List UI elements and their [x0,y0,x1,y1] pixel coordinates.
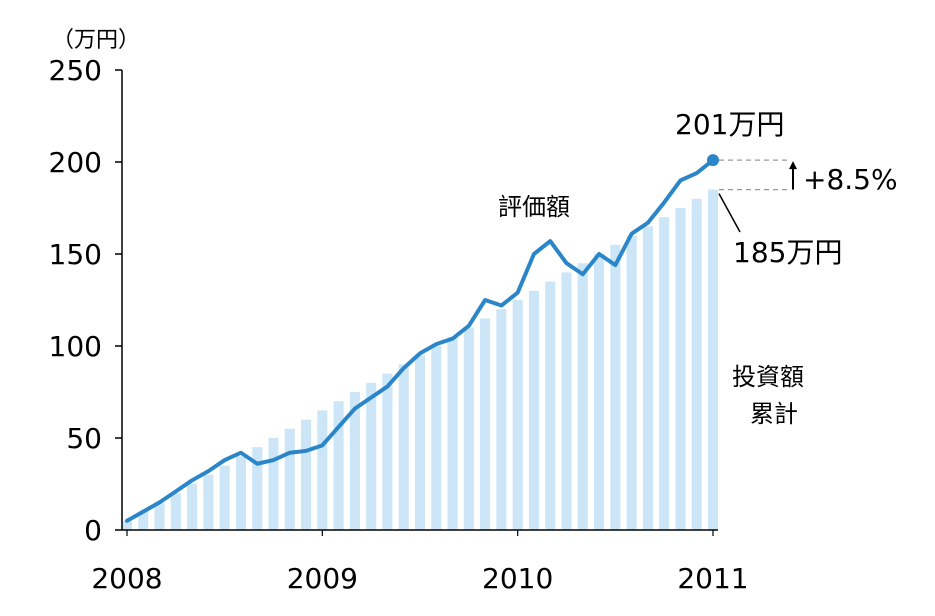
y-tick-label: 150 [49,238,102,271]
bar-invested [447,336,458,530]
x-tick-label: 2011 [677,562,748,595]
y-tick-label: 250 [49,54,102,87]
bar-invested [284,428,295,530]
bar-invested [707,189,719,530]
bar-invested [610,244,621,531]
bar-invested [333,401,344,530]
bar-invested [203,474,214,530]
bar-invested [414,355,426,530]
bar-invested [268,438,279,530]
bar-invested [121,520,133,530]
x-tick-label: 2009 [287,562,358,595]
bar-invested [382,373,393,530]
bar-invested [528,290,539,530]
bar-invested [317,410,328,530]
y-tick-label: 100 [49,330,102,363]
y-tick-label: 50 [66,422,102,455]
x-tick-label: 2010 [482,562,553,595]
bar-invested [366,382,377,530]
bar-invested [138,511,149,530]
bars-layer [121,189,719,531]
x-ticks-layer: 2008 2009 2010 2011 [91,530,749,595]
bar-invested [252,447,263,530]
bar-invested [642,226,653,530]
invest-series-label-line1: 投資額 [732,363,804,391]
y-axis-unit: （万円） [52,28,140,53]
bar-invested [512,300,523,530]
y-tick-label: 0 [84,514,102,547]
bar-invested [594,254,605,530]
invest-series-label-line2: 累計 [750,400,798,428]
bar-invested [480,318,491,530]
y-ticks-layer: 0 50 100 150 200 250 [49,54,122,547]
bar-invested [561,272,572,530]
end-point-marker [707,154,719,167]
bar-invested [431,346,442,530]
bar-invested [496,309,507,530]
y-tick-label: 200 [49,146,102,179]
bar-invested [235,456,246,530]
value-series-label: 評価額 [498,193,570,221]
bar-invested [398,364,409,530]
final-value-label: 201万円 [675,108,784,141]
bar-invested [659,217,670,530]
x-tick-label: 2008 [91,562,162,595]
bar-invested [154,502,165,530]
annotation-layer: 201万円 +8.5% 185万円 評価額 投資額 累計 [498,108,898,428]
up-arrow-head-icon [789,161,797,170]
gain-percent-label: +8.5% [803,163,898,196]
bar-invested [187,484,198,530]
bar-invested [675,208,686,530]
bar-invested [219,465,230,530]
bar-invested [691,198,702,531]
bar-invested [463,327,474,530]
callout-leader-line [718,193,741,233]
bar-invested [170,493,181,530]
bar-invested [301,419,312,530]
line-layer [125,158,715,523]
bar-invested [349,392,360,530]
bar-invested [577,263,588,530]
line-valuation [125,158,715,523]
invested-total-label: 185万円 [733,236,842,269]
bar-invested [545,281,556,530]
bar-invested [626,235,637,530]
